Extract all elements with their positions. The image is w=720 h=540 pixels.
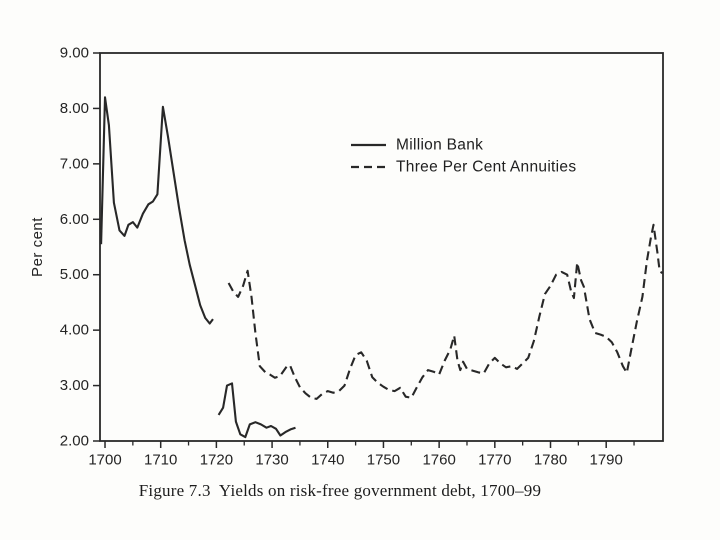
y-axis-tick-label: 9.00 [60, 45, 89, 62]
series-million-bank-line [217, 382, 296, 439]
x-axis-tick-label: 1790 [590, 451, 623, 468]
series-million-bank-line [100, 96, 214, 325]
legend-label: Million Bank [396, 137, 483, 154]
y-axis-tick-label: 8.00 [60, 100, 89, 117]
x-axis-tick-label: 1780 [534, 451, 567, 468]
y-axis-tick-label: 7.00 [60, 155, 89, 172]
x-axis-tick-label: 1760 [422, 451, 455, 468]
y-axis-tick-label: 2.00 [60, 433, 89, 450]
y-axis-tick-label: 6.00 [60, 211, 89, 228]
series-three-per-cent-annuities-line [227, 223, 663, 400]
x-axis-tick-label: 1700 [88, 451, 121, 468]
y-axis-tick-label: 4.00 [60, 322, 89, 339]
plot-border [99, 52, 664, 442]
y-axis-tick-label: 5.00 [60, 266, 89, 283]
x-axis-tick-label: 1740 [311, 451, 344, 468]
x-axis-tick-label: 1770 [478, 451, 511, 468]
x-axis-tick-label: 1720 [200, 451, 233, 468]
legend-label: Three Per Cent Annuities [396, 159, 576, 176]
y-axis-tick-label: 3.00 [60, 377, 89, 394]
y-axis-title: Per cent [29, 217, 46, 277]
figure-caption: Figure 7.3 Yields on risk-free governmen… [138, 481, 542, 500]
x-axis-tick-label: 1710 [144, 451, 177, 468]
x-axis-tick-label: 1730 [255, 451, 288, 468]
x-axis-tick-label: 1750 [367, 451, 400, 468]
